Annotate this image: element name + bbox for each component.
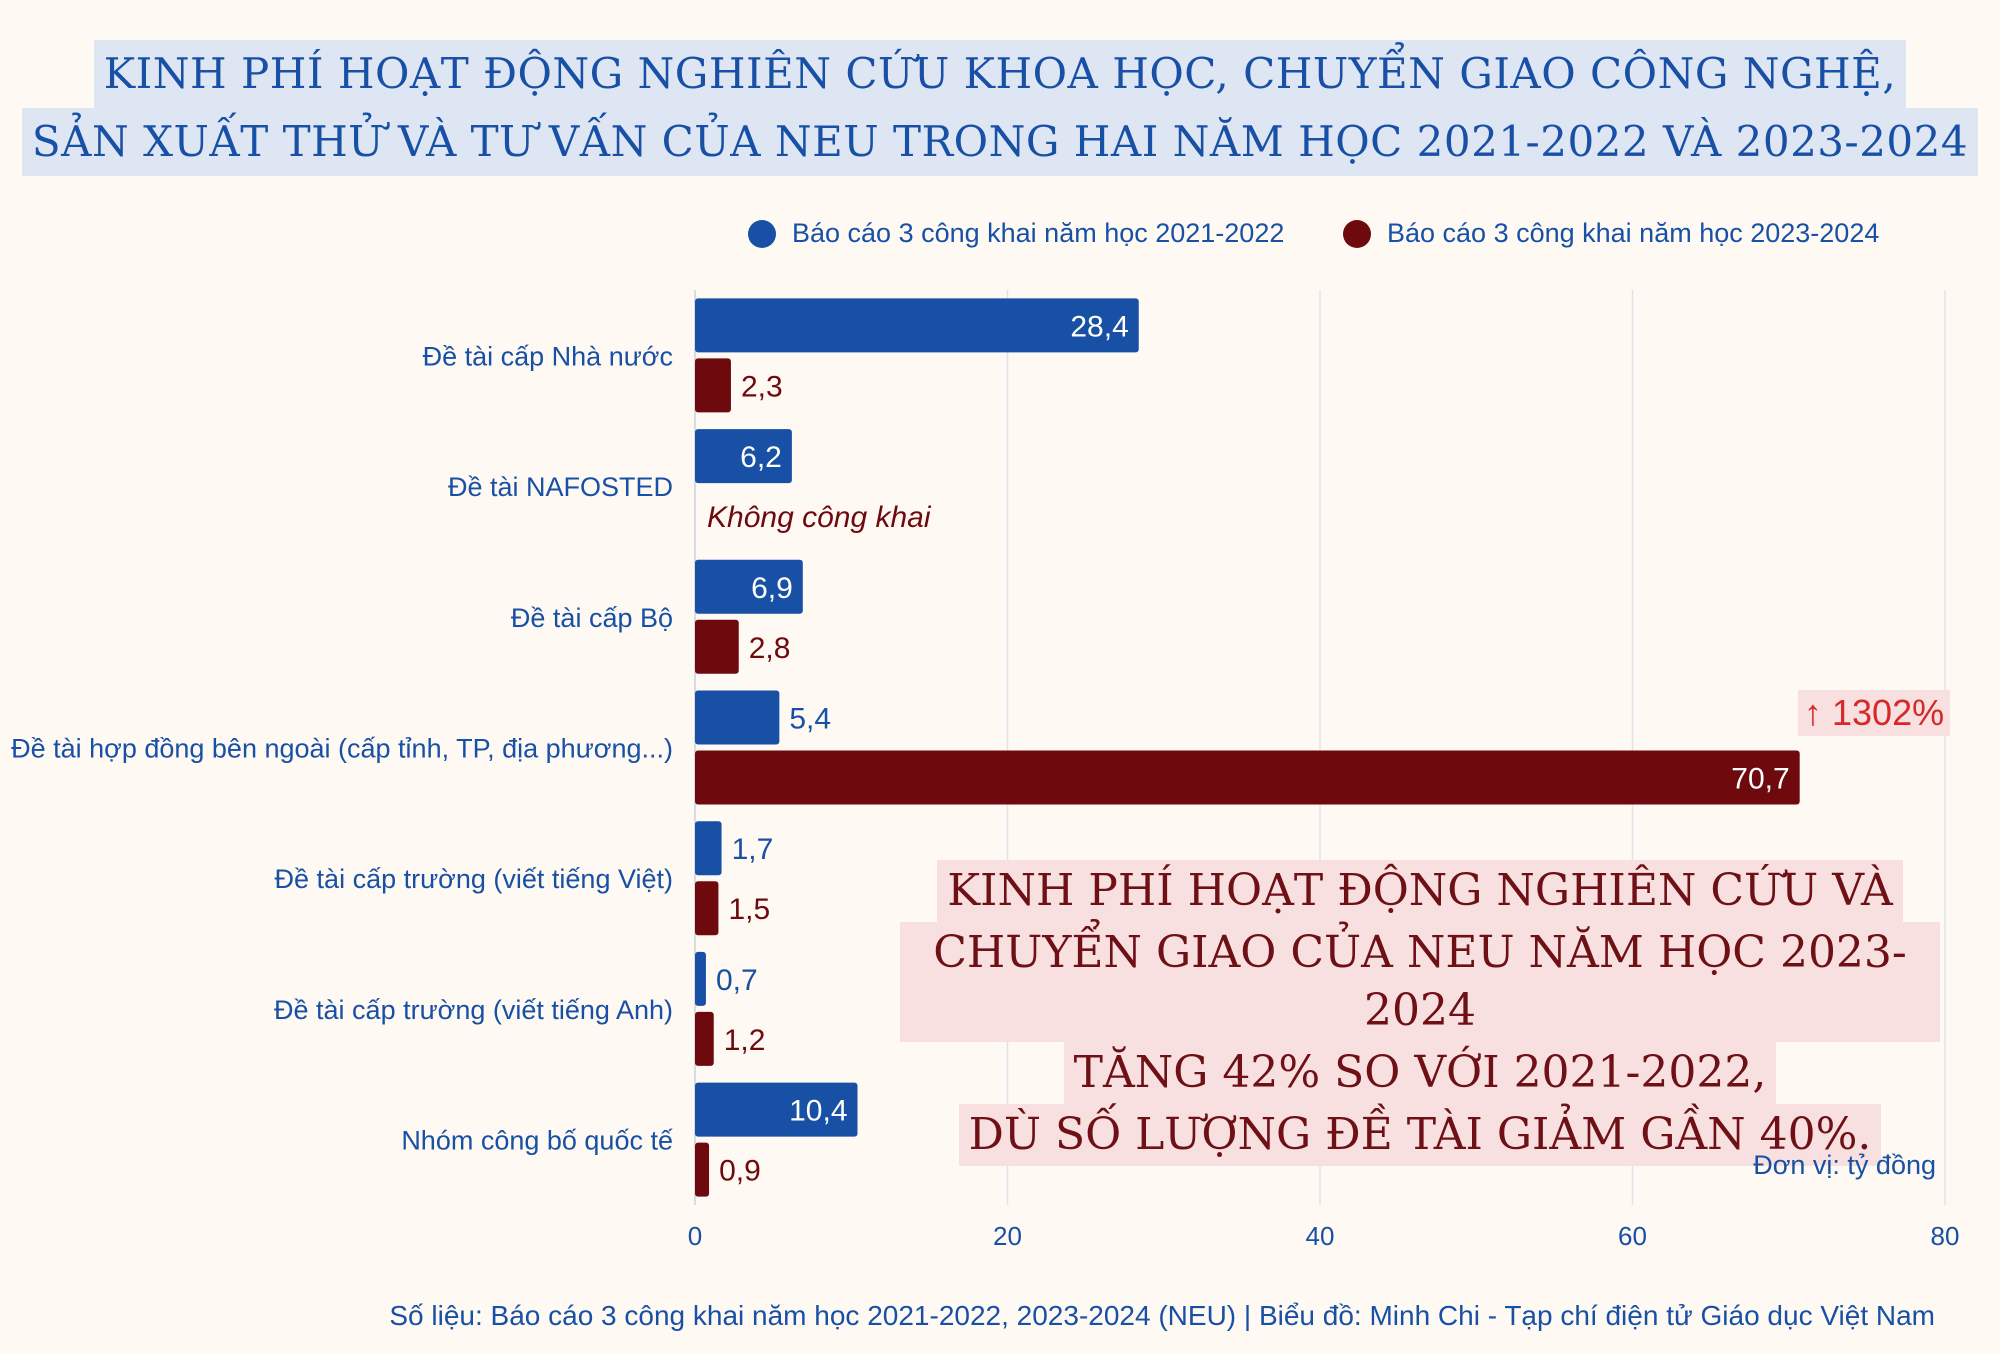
bar-series-1 [695,559,803,614]
data-label-unpublished: Không công khai [707,501,932,534]
category-label: Đề tài cấp trường (viết tiếng Việt) [275,864,673,894]
bar-series-2 [695,881,719,936]
x-tick-label-40: 40 [1306,1221,1335,1251]
x-tick-label-20: 20 [993,1221,1022,1251]
legend-item-2021-2022: Báo cáo 3 công khai năm học 2021-2022 [748,218,1284,249]
legend-item-2023-2024: Báo cáo 3 công khai năm học 2023-2024 [1343,218,1879,249]
data-label-series-1: 0,7 [716,964,758,997]
bar-series-2 [695,1142,710,1197]
category-label: Đề tài cấp Bộ [511,603,673,633]
bar-series-1 [695,298,1139,353]
growth-annotation: ↑ 1302% [1798,690,1951,736]
data-label-series-1: 28,4 [1070,310,1128,343]
bar-series-1 [695,951,706,1006]
callout-box: KINH PHÍ HOẠT ĐỘNG NGHIÊN CỨU VÀ CHUYỂN … [900,860,1940,1166]
chart-title: KINH PHÍ HOẠT ĐỘNG NGHIÊN CỨU KHOA HỌC, … [0,40,2000,176]
category-label: Đề tài cấp Nhà nước [423,341,673,371]
bar-series-1 [695,690,780,745]
data-label-series-2: 70,7 [1731,763,1789,796]
data-label-series-1: 1,7 [732,833,774,866]
x-tick-label-0: 0 [688,1221,702,1251]
bar-chart: 0 20 40 60 80 Đề tài cấp Nhà nước 28,4 2,3 Đề tà… [11,290,1960,1251]
bar-series-2 [695,1011,714,1066]
category-label: Đề tài NAFOSTED [448,472,673,502]
data-label-series-1: 10,4 [789,1095,847,1128]
x-tick-label-60: 60 [1618,1221,1647,1251]
data-label-series-2: 2,3 [741,370,783,403]
source-footer: Số liệu: Báo cáo 3 công khai năm học 202… [389,1300,1935,1331]
callout-line-3: TĂNG 42% SO VỚI 2021-2022, [1063,1042,1777,1104]
legend-label-2023-2024: Báo cáo 3 công khai năm học 2023-2024 [1387,218,1880,248]
bar-series-2 [695,750,1800,805]
bar-series-1 [695,821,722,876]
category-label: Đề tài cấp trường (viết tiếng Anh) [274,995,673,1025]
data-label-series-2: 2,8 [749,632,791,665]
chart-title-line-1: KINH PHÍ HOẠT ĐỘNG NGHIÊN CỨU KHOA HỌC, … [93,40,1907,108]
category-label: Đề tài hợp đồng bên ngoài (cấp tỉnh, TP,… [11,734,673,764]
bar-series-2 [695,619,739,674]
data-label-series-2: 1,2 [724,1024,766,1057]
category-label: Nhóm công bố quốc tế [401,1126,673,1156]
bar-series-1 [695,429,792,484]
data-label-series-2: 0,9 [719,1155,761,1188]
data-label-series-2: 1,5 [728,893,770,926]
callout-line-2: CHUYỂN GIAO CỦA NEU NĂM HỌC 2023-2024 [900,922,1940,1042]
callout-line-1: KINH PHÍ HOẠT ĐỘNG NGHIÊN CỨU VÀ [937,860,1903,922]
unit-label: Đơn vị: tỷ đồng [1753,1150,1936,1180]
data-label-series-1: 6,2 [740,441,782,474]
bar-series-1 [695,1082,858,1137]
chart-title-line-2: SẢN XUẤT THỬ VÀ TƯ VẤN CỦA NEU TRONG HAI… [21,108,1979,176]
legend-marker-2023-2024 [1343,219,1371,248]
legend: Báo cáo 3 công khai năm học 2021-2022 Bá… [0,218,2000,258]
legend-marker-2021-2022 [748,219,776,248]
callout-line-4: DÙ SỐ LƯỢNG ĐỀ TÀI GIẢM GẦN 40%. [958,1104,1882,1166]
x-tick-label-80: 80 [1931,1221,1960,1251]
data-label-series-1: 5,4 [789,703,831,736]
bar-series-2 [695,358,731,413]
legend-label-2021-2022: Báo cáo 3 công khai năm học 2021-2022 [792,218,1285,248]
data-label-series-1: 6,9 [751,572,793,605]
